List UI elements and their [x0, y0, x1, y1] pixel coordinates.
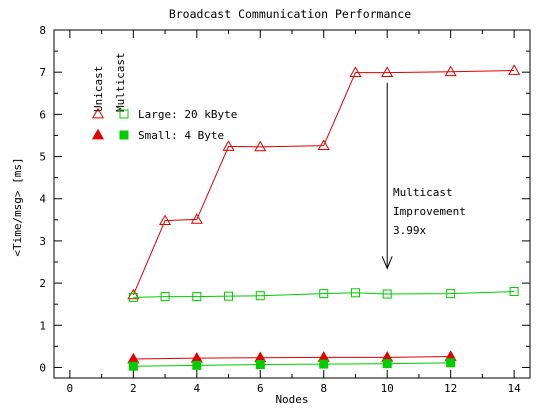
x-tick-label: 2	[130, 382, 137, 395]
x-tick-label: 12	[444, 382, 457, 395]
y-axis-label: <Time/msg> [ms]	[11, 157, 24, 256]
data-point	[381, 66, 394, 78]
data-point	[319, 359, 329, 369]
x-tick-label: 4	[193, 382, 200, 395]
data-point	[224, 291, 234, 301]
y-tick-label: 7	[39, 66, 46, 79]
data-point	[160, 292, 170, 302]
data-point	[317, 139, 330, 150]
x-axis-label: Nodes	[275, 393, 308, 406]
annotation-arrow	[381, 82, 393, 270]
legend-header-unicast: Unicast	[92, 66, 105, 112]
data-point	[128, 361, 138, 371]
legend-marker-unicast-large	[91, 107, 105, 119]
x-axis-ticks: 0 2 4 6 8 10 12 14	[67, 30, 522, 395]
y-tick-label: 3	[39, 235, 46, 248]
series-line	[133, 291, 515, 298]
data-point	[319, 289, 329, 299]
legend-marker-multicast-small	[119, 130, 129, 140]
legend-label-small: Small: 4 Byte	[138, 129, 224, 142]
data-point	[127, 352, 140, 364]
data-point	[350, 288, 360, 298]
data-point	[446, 358, 456, 368]
series-2	[127, 350, 457, 364]
legend-markers	[91, 107, 129, 140]
data-point	[222, 140, 235, 151]
y-tick-label: 4	[39, 193, 46, 206]
data-point	[382, 359, 392, 369]
arrow-head	[381, 256, 393, 270]
x-tick-label: 10	[381, 382, 394, 395]
data-point	[446, 289, 456, 299]
y-axis-ticks: 0 1 2 3 4 5 6 7 8	[39, 24, 530, 374]
legend-header-multicast: Multicast	[114, 52, 127, 112]
data-point	[255, 291, 265, 301]
data-point	[190, 351, 203, 363]
annotation: Multicast Improvement 3.99x	[381, 82, 466, 270]
data-point	[192, 360, 202, 370]
data-point	[190, 213, 203, 224]
series-1	[128, 287, 519, 302]
series-3	[128, 358, 456, 371]
data-point	[444, 65, 457, 77]
data-point	[254, 140, 267, 152]
annotation-line-2: Improvement	[393, 205, 466, 218]
data-point	[192, 292, 202, 302]
legend: Unicast Multicast Large: 20 kByte Small:…	[91, 52, 237, 142]
x-tick-label: 0	[67, 382, 74, 395]
data-point	[128, 292, 138, 302]
y-tick-label: 0	[39, 361, 46, 374]
x-tick-label: 6	[257, 382, 264, 395]
legend-marker-multicast-large	[119, 109, 129, 119]
series-0	[127, 64, 521, 300]
series-line	[133, 362, 451, 367]
data-point	[127, 288, 140, 300]
y-tick-label: 8	[39, 24, 46, 37]
y-tick-label: 5	[39, 151, 46, 164]
data-point	[382, 289, 392, 299]
annotation-line-1: Multicast	[393, 186, 453, 199]
chart-title: Broadcast Communication Performance	[169, 7, 411, 21]
data-point	[508, 64, 521, 75]
data-point	[509, 287, 519, 297]
series-line	[133, 355, 451, 360]
data-point	[159, 214, 172, 226]
y-tick-label: 2	[39, 277, 46, 290]
y-tick-label: 1	[39, 319, 46, 332]
annotation-line-3: 3.99x	[393, 224, 426, 237]
series-layer	[127, 64, 521, 371]
data-point	[349, 66, 362, 78]
series-line	[132, 69, 515, 296]
legend-label-large: Large: 20 kByte	[138, 108, 237, 121]
y-tick-label: 6	[39, 108, 46, 121]
x-tick-label: 8	[320, 382, 327, 395]
legend-marker-unicast-small	[91, 128, 105, 140]
x-tick-label: 14	[508, 382, 522, 395]
data-point	[255, 360, 265, 370]
